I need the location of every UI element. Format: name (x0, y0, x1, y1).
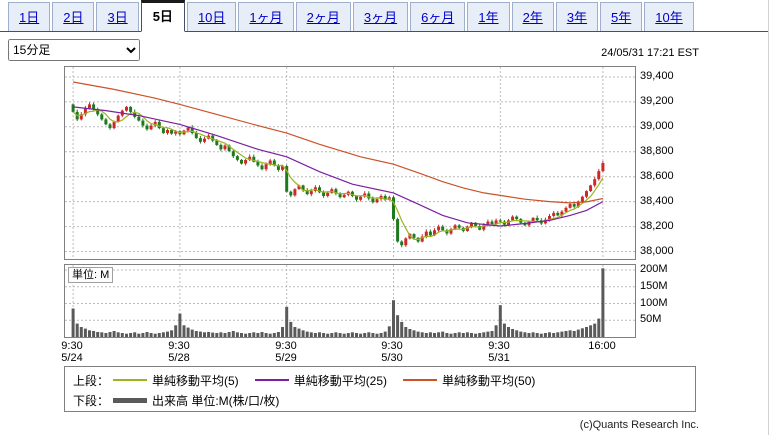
price-chart (65, 67, 635, 259)
tab-1年[interactable]: 1年 (467, 2, 510, 31)
ma5-line-swatch (113, 379, 148, 381)
legend-ma5-label: 単純移動平均(5) (152, 373, 239, 388)
volume-axis-label: 150M (640, 280, 668, 292)
legend-ma25-label: 単純移動平均(25) (293, 373, 388, 388)
legend-upper-prefix: 上段： (73, 373, 110, 388)
tab-10日[interactable]: 10日 (186, 2, 237, 31)
price-axis-label: 38,400 (640, 195, 674, 207)
tab-5日[interactable]: 5日 (140, 0, 185, 32)
volume-chart (65, 265, 635, 337)
tab-2日[interactable]: 2日 (52, 2, 95, 31)
legend-lower-prefix: 下段： (73, 393, 110, 408)
date-axis-label: 5/30 (381, 352, 403, 364)
price-axis-label: 39,400 (640, 70, 674, 82)
price-axis-label: 38,600 (640, 170, 674, 182)
legend-volume: 出来高 単位:M(株/口/枚) (113, 392, 279, 409)
legend-volume-label: 出来高 単位:M(株/口/枚) (152, 393, 280, 408)
copyright: (c)Quants Research Inc. (579, 419, 699, 431)
date-axis-label: 5/31 (488, 352, 510, 364)
price-grid (65, 67, 635, 259)
price-axis-label: 38,000 (640, 245, 674, 257)
legend-ma25: 単純移動平均(25) (254, 372, 388, 389)
volume-axis-label: 100M (640, 297, 668, 309)
legend-ma5: 単純移動平均(5) (113, 372, 239, 389)
legend-ma50-label: 単純移動平均(50) (442, 373, 536, 388)
tab-3ヶ月[interactable]: 3ヶ月 (352, 2, 409, 31)
timeframe-select[interactable]: 15分足 (8, 39, 140, 61)
date-axis-label: 5/29 (275, 352, 297, 364)
volume-grid (65, 265, 635, 337)
price-axis-label: 38,200 (640, 220, 674, 232)
volume-axis-label: 200M (640, 263, 668, 275)
tab-10年[interactable]: 10年 (644, 2, 694, 31)
price-axis-label: 38,800 (640, 145, 674, 157)
tab-3年[interactable]: 3年 (555, 2, 599, 31)
tab-1日[interactable]: 1日 (8, 2, 51, 31)
time-axis-label: 9:30 (61, 340, 83, 352)
volume-bars (71, 268, 605, 337)
ma-lines (72, 81, 604, 240)
time-axis-label: 9:30 (381, 340, 403, 352)
volume-pane (64, 264, 636, 338)
ma50-line-swatch (403, 379, 438, 381)
timestamp: 24/05/31 17:21 EST (601, 47, 699, 59)
legend-lower-row: 下段： 出来高 単位:M(株/口/枚) (73, 390, 687, 410)
tab-2年[interactable]: 2年 (511, 2, 554, 31)
tab-3日[interactable]: 3日 (96, 2, 139, 31)
legend: 上段： 単純移動平均(5) 単純移動平均(25) 単純移動平均(50) 下段： … (64, 366, 696, 412)
volume-axis-label: 50M (640, 313, 662, 325)
period-tabs: 1日 2日 3日 5日 10日 1ヶ月 2ヶ月 3ヶ月 6ヶ月 1年 2年 3年 5年 10年 (0, 0, 768, 32)
tab-1ヶ月[interactable]: 1ヶ月 (238, 2, 294, 31)
date-axis-label: 5/28 (168, 352, 190, 364)
legend-upper-row: 上段： 単純移動平均(5) 単純移動平均(25) 単純移動平均(50) (73, 370, 687, 390)
time-axis-label: 9:30 (275, 340, 297, 352)
price-axis-label: 39,000 (640, 120, 674, 132)
tab-2ヶ月[interactable]: 2ヶ月 (295, 2, 351, 31)
time-axis-label: 9:30 (488, 340, 510, 352)
date-axis-label: 5/24 (61, 352, 83, 364)
ma5-line (72, 109, 604, 240)
volume-unit-label: 単位: M (68, 267, 114, 283)
tab-6ヶ月[interactable]: 6ヶ月 (410, 2, 466, 31)
time-axis-label: 16:00 (588, 340, 616, 352)
ma25-line (73, 106, 604, 227)
ma50-line (72, 81, 604, 204)
legend-ma50: 単純移動平均(50) (403, 372, 535, 389)
time-axis-label: 9:30 (168, 340, 190, 352)
tab-5年[interactable]: 5年 (600, 2, 643, 31)
price-axis-label: 39,200 (640, 95, 674, 107)
price-pane (64, 66, 636, 260)
ma25-line-swatch (254, 379, 289, 381)
volume-swatch (113, 397, 148, 403)
